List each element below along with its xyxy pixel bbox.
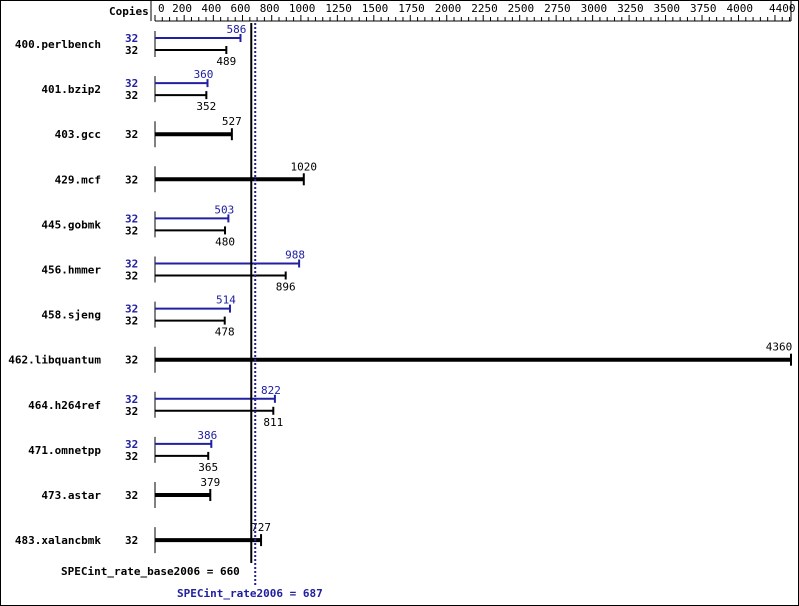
tick-label: 600: [231, 2, 251, 15]
peak-copies: 32: [125, 438, 138, 451]
base-value: 896: [276, 281, 296, 294]
peak-copies: 32: [125, 303, 138, 316]
base-copies: 32: [125, 224, 138, 237]
peak-value: 386: [197, 429, 217, 442]
peak-value: 586: [227, 23, 247, 36]
base-value: 4360: [766, 341, 793, 354]
benchmark-label: 401.bzip2: [41, 83, 101, 96]
tick-label: 0: [158, 2, 165, 15]
benchmark-label: 445.gobmk: [41, 218, 101, 231]
benchmark-label: 483.xalancbmk: [15, 534, 101, 547]
tick-label: 4400: [769, 2, 796, 15]
tick-label: 1500: [362, 2, 389, 15]
peak-value: 514: [216, 294, 236, 307]
base-value: 527: [222, 115, 242, 128]
tick-label: 3500: [654, 2, 681, 15]
benchmark-label: 471.omnetpp: [28, 444, 101, 457]
benchmark-label: 429.mcf: [55, 173, 101, 186]
base-copies: 32: [125, 128, 138, 141]
tick-label: 400: [201, 2, 221, 15]
base-copies: 32: [125, 354, 138, 367]
benchmark-label: 473.astar: [41, 489, 101, 502]
tick-label: 3000: [581, 2, 608, 15]
peak-copies: 32: [125, 393, 138, 406]
benchmark-label: 462.libquantum: [8, 354, 101, 367]
base-copies: 32: [125, 489, 138, 502]
benchmark-label: 464.h264ref: [28, 399, 101, 412]
tick-label: 1000: [289, 2, 316, 15]
base-copies: 32: [125, 315, 138, 328]
base-copies: 32: [125, 270, 138, 283]
peak-copies: 32: [125, 32, 138, 45]
base-copies: 32: [125, 534, 138, 547]
base-value: 352: [196, 100, 216, 113]
base-value: 379: [200, 476, 220, 489]
benchmark-label: 458.sjeng: [41, 309, 101, 322]
tick-label: 3250: [617, 2, 644, 15]
base-copies: 32: [125, 44, 138, 57]
base-copies: 32: [125, 405, 138, 418]
peak-mean-label: SPECint_rate2006 = 687: [177, 587, 323, 600]
tick-label: 3750: [690, 2, 717, 15]
base-mean-label: SPECint_rate_base2006 = 660: [61, 565, 240, 578]
base-copies: 32: [125, 89, 138, 102]
tick-label: 200: [172, 2, 192, 15]
base-value: 478: [215, 326, 235, 339]
peak-copies: 32: [125, 77, 138, 90]
peak-copies: 32: [125, 258, 138, 271]
base-value: 489: [216, 55, 236, 68]
base-value: 365: [198, 461, 218, 474]
benchmark-label: 403.gcc: [55, 128, 101, 141]
base-value: 727: [251, 521, 271, 534]
peak-value: 822: [261, 384, 281, 397]
benchmark-label: 400.perlbench: [15, 38, 101, 51]
tick-label: 2500: [508, 2, 535, 15]
benchmark-label: 456.hmmer: [41, 264, 101, 277]
base-value: 811: [263, 416, 283, 429]
tick-label: 1750: [398, 2, 425, 15]
tick-label: 2250: [471, 2, 498, 15]
tick-label: 4000: [726, 2, 753, 15]
tick-label: 800: [260, 2, 280, 15]
tick-label: 2000: [435, 2, 462, 15]
peak-value: 360: [194, 68, 214, 81]
base-value: 480: [215, 235, 235, 248]
peak-value: 988: [285, 249, 305, 262]
base-copies: 32: [125, 173, 138, 186]
peak-copies: 32: [125, 212, 138, 225]
tick-label: 1250: [325, 2, 352, 15]
axis-label: Copies: [109, 5, 149, 18]
base-value: 1020: [291, 160, 318, 173]
base-copies: 32: [125, 450, 138, 463]
peak-value: 503: [214, 203, 234, 216]
tick-label: 2750: [544, 2, 571, 15]
